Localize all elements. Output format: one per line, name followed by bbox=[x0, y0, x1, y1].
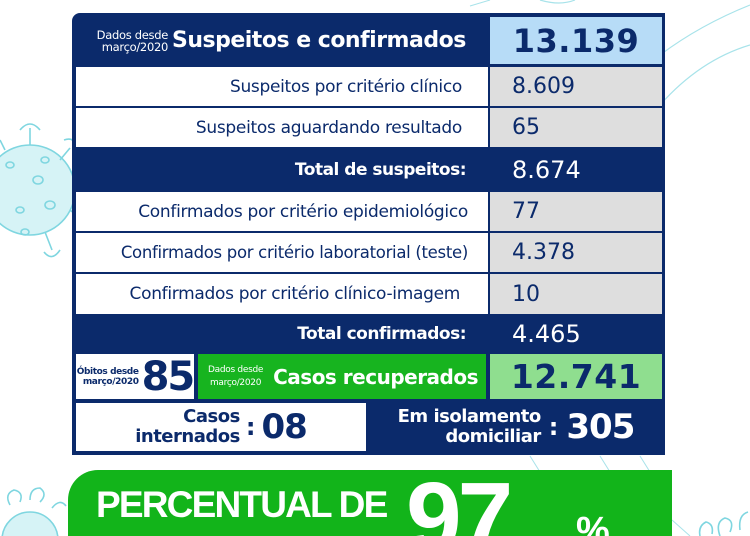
isolamento-separator: : bbox=[548, 413, 559, 441]
row-value-confirmados-epidemiologico: 77 bbox=[490, 192, 662, 231]
isolamento-box: Em isolamento domiciliar : 305 bbox=[370, 403, 662, 451]
header-note-line1: Dados desde bbox=[96, 27, 169, 42]
internados-separator: : bbox=[245, 413, 256, 441]
row-label-confirmados-laboratorial: Confirmados por critério laboratorial (t… bbox=[76, 233, 488, 272]
row-value-confirmados-clinico-imagem: 10 bbox=[490, 274, 662, 314]
row-label-total-suspeitos: Total de suspeitos: bbox=[294, 159, 467, 180]
recuperados-label-box: Dados desde março/2020 Casos recuperados bbox=[198, 354, 486, 399]
isolamento-label-line2: domiciliar bbox=[445, 426, 541, 447]
header-date-note: Dados desde março/2020 bbox=[76, 29, 172, 53]
isolamento-label-line1: Em isolamento bbox=[397, 406, 542, 427]
percentage-banner: PERCENTUAL DE 97 % bbox=[68, 462, 672, 536]
row-label-total-confirmados: Total confirmados: bbox=[297, 324, 466, 344]
header-total-value: 13.139 bbox=[490, 17, 662, 64]
virus-icon-bottom-right bbox=[698, 511, 749, 536]
recuperados-note-line2: março/2020 bbox=[209, 377, 262, 388]
header-note-line2: março/2020 bbox=[101, 39, 169, 54]
banner-text: PERCENTUAL DE bbox=[96, 484, 388, 525]
row-value-confirmados-laboratorial: 4.378 bbox=[490, 233, 662, 272]
row-value-total-confirmados: 4.465 bbox=[512, 320, 581, 348]
isolamento-label: Em isolamento domiciliar bbox=[397, 406, 542, 447]
header-label-cell: Dados desde março/2020 Suspeitos e confi… bbox=[76, 17, 488, 64]
row-label-confirmados-clinico-imagem: Confirmados por critério clínico-imagem bbox=[76, 274, 488, 314]
covid-stats-panel: Dados desde março/2020 Suspeitos e confi… bbox=[72, 13, 665, 455]
header-title: Suspeitos e confirmados bbox=[172, 28, 466, 53]
row-label-suspeitos-aguardando: Suspeitos aguardando resultado bbox=[76, 108, 488, 147]
internados-box: Casos internados : 08 bbox=[76, 403, 366, 451]
row-label-confirmados-epidemiologico: Confirmados por critério epidemiológico bbox=[76, 192, 488, 231]
obitos-value: 85 bbox=[141, 353, 196, 400]
obitos-box: Óbitos desde março/2020 85 bbox=[76, 353, 196, 400]
recuperados-note-line1: Dados desde bbox=[208, 364, 264, 375]
virus-icon-bottom-left bbox=[1, 487, 67, 536]
obitos-label-line1: Óbitos desde bbox=[76, 366, 139, 377]
isolamento-value: 305 bbox=[566, 407, 635, 447]
internados-label-line1: Casos bbox=[183, 406, 240, 427]
obitos-label: Óbitos desde março/2020 bbox=[77, 367, 139, 387]
banner-percent-sign: % bbox=[576, 510, 610, 536]
banner-percent-value: 97 bbox=[406, 462, 513, 536]
row-value-suspeitos-clinico: 8.609 bbox=[490, 67, 662, 106]
recuperados-date-note: Dados desde março/2020 bbox=[208, 364, 263, 390]
internados-label: Casos internados bbox=[135, 407, 240, 447]
internados-label-line2: internados bbox=[135, 426, 240, 447]
row-value-suspeitos-aguardando: 65 bbox=[490, 108, 662, 147]
row-value-total-suspeitos: 8.674 bbox=[512, 155, 581, 184]
row-label-suspeitos-clinico: Suspeitos por critério clínico bbox=[76, 67, 488, 106]
obitos-label-line2: março/2020 bbox=[82, 376, 139, 387]
internados-value: 08 bbox=[261, 407, 307, 447]
virus-icon-left bbox=[0, 123, 81, 258]
recuperados-value: 12.741 bbox=[490, 354, 662, 399]
recuperados-title: Casos recuperados bbox=[273, 364, 479, 389]
